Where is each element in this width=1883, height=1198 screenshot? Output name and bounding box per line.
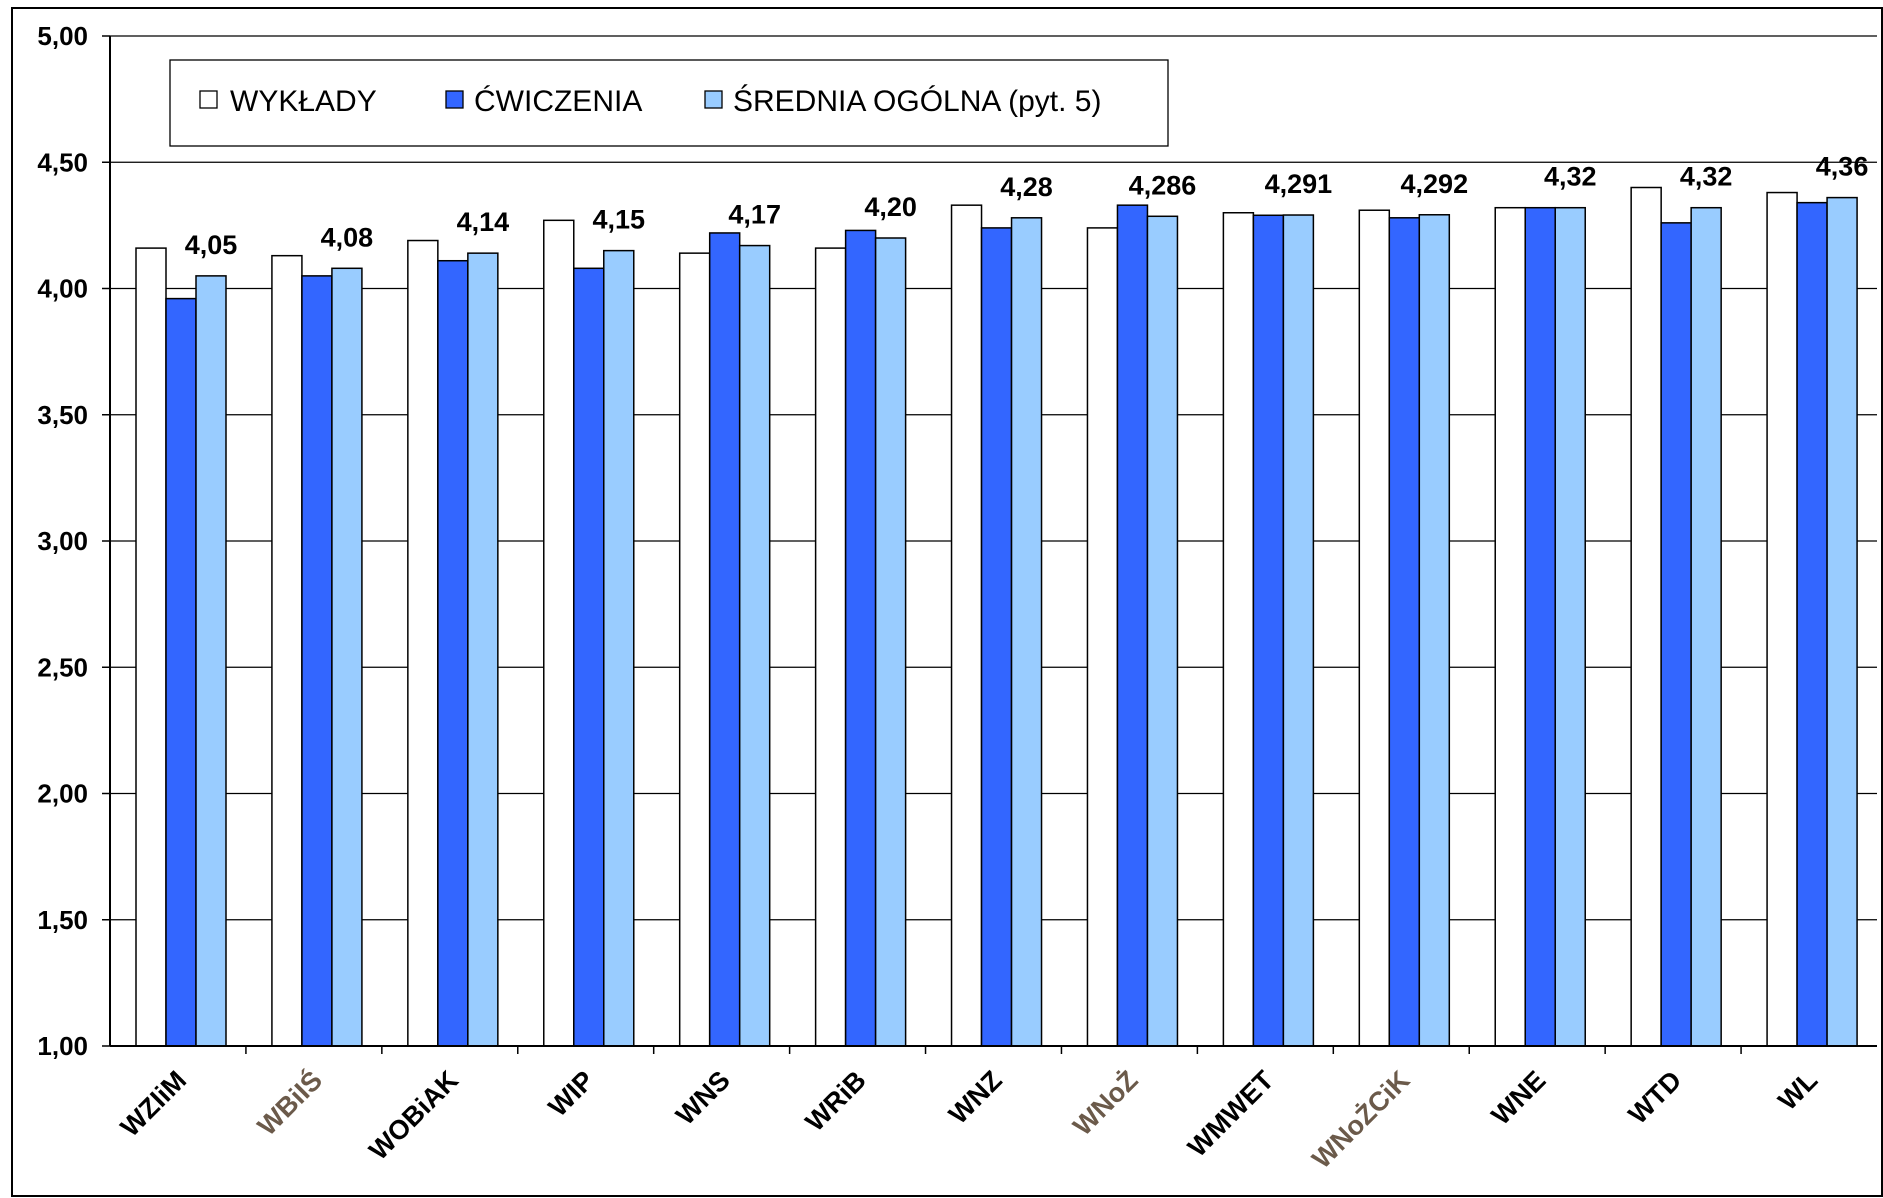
bar-1 bbox=[1494, 206, 1526, 1047]
y-tick-label: 1,50 bbox=[37, 905, 88, 935]
bar-1 bbox=[1358, 209, 1391, 1047]
bar-3 bbox=[467, 252, 499, 1047]
data-label: 4,14 bbox=[457, 207, 510, 237]
legend-label: ŚREDNIA OGÓLNA (pyt. 5) bbox=[733, 84, 1101, 118]
bar-3 bbox=[874, 237, 907, 1047]
bar-3 bbox=[1010, 217, 1043, 1047]
bar-2 bbox=[437, 259, 469, 1047]
bar-1 bbox=[678, 252, 711, 1047]
bar-1 bbox=[1766, 191, 1798, 1047]
y-tick-label: 5,00 bbox=[37, 21, 88, 51]
data-label: 4,05 bbox=[185, 230, 238, 260]
data-label: 4,286 bbox=[1129, 170, 1197, 200]
y-tick-label: 2,50 bbox=[37, 652, 88, 682]
bar-3 bbox=[1146, 215, 1179, 1047]
bar-2 bbox=[1796, 201, 1828, 1047]
legend-swatch bbox=[704, 90, 723, 109]
data-label: 4,291 bbox=[1265, 169, 1333, 199]
bar-1 bbox=[1630, 186, 1662, 1047]
bar-2 bbox=[573, 267, 605, 1047]
data-label: 4,32 bbox=[1680, 162, 1733, 192]
bar-3 bbox=[195, 275, 227, 1047]
data-label: 4,08 bbox=[321, 222, 374, 252]
bar-2 bbox=[980, 227, 1013, 1047]
legend-label: WYKŁADY bbox=[230, 85, 377, 118]
y-tick-label: 4,50 bbox=[37, 147, 88, 177]
bar-2 bbox=[301, 275, 333, 1047]
data-label: 4,17 bbox=[728, 200, 781, 230]
y-tick-label: 3,50 bbox=[37, 400, 88, 430]
bar-2 bbox=[708, 232, 741, 1047]
y-tick-label: 1,00 bbox=[37, 1031, 88, 1061]
bar-3 bbox=[1282, 214, 1315, 1047]
data-label: 4,15 bbox=[592, 205, 645, 235]
legend-box bbox=[169, 59, 1169, 147]
data-label: 4,28 bbox=[1000, 172, 1053, 202]
data-label: 4,36 bbox=[1816, 152, 1869, 182]
bar-1 bbox=[950, 204, 983, 1047]
bar-3 bbox=[1554, 206, 1586, 1047]
bar-3 bbox=[331, 267, 363, 1047]
bar-1 bbox=[135, 247, 167, 1047]
legend-swatch bbox=[199, 90, 218, 109]
y-tick-label: 2,00 bbox=[37, 779, 88, 809]
bar-1 bbox=[1086, 227, 1119, 1047]
data-labels: 4,05 4,08 4,14 4,15 4,17 4,20 4,28 4,286 4,291 4,… bbox=[185, 152, 1869, 260]
bar-2 bbox=[1660, 222, 1692, 1047]
data-label: 4,32 bbox=[1544, 162, 1597, 192]
bar-1 bbox=[543, 219, 575, 1047]
y-tick-label: 3,00 bbox=[37, 526, 88, 556]
bar-1 bbox=[814, 247, 847, 1047]
bar-3 bbox=[603, 249, 635, 1047]
bar-1 bbox=[271, 254, 303, 1047]
bar-1 bbox=[1222, 212, 1255, 1047]
bar-2 bbox=[1116, 204, 1149, 1047]
data-label: 4,20 bbox=[864, 192, 917, 222]
bar-3 bbox=[738, 244, 771, 1047]
bar-2 bbox=[1252, 214, 1285, 1047]
bar-2 bbox=[165, 297, 197, 1047]
bar-3 bbox=[1690, 206, 1722, 1047]
bar-3 bbox=[1826, 196, 1858, 1047]
legend-label: ĆWICZENIA bbox=[474, 85, 642, 118]
bar-2 bbox=[1524, 206, 1556, 1047]
y-tick-label: 4,00 bbox=[37, 274, 88, 304]
legend-swatch bbox=[445, 90, 464, 109]
data-label: 4,292 bbox=[1401, 169, 1469, 199]
bar-3 bbox=[1418, 214, 1451, 1047]
legend: WYKŁADY ĆWICZENIA ŚREDNIA OGÓLNA (pyt. 5) bbox=[169, 59, 1169, 147]
bar-1 bbox=[407, 239, 439, 1047]
bar-2 bbox=[1388, 217, 1421, 1047]
bar-2 bbox=[844, 229, 877, 1047]
